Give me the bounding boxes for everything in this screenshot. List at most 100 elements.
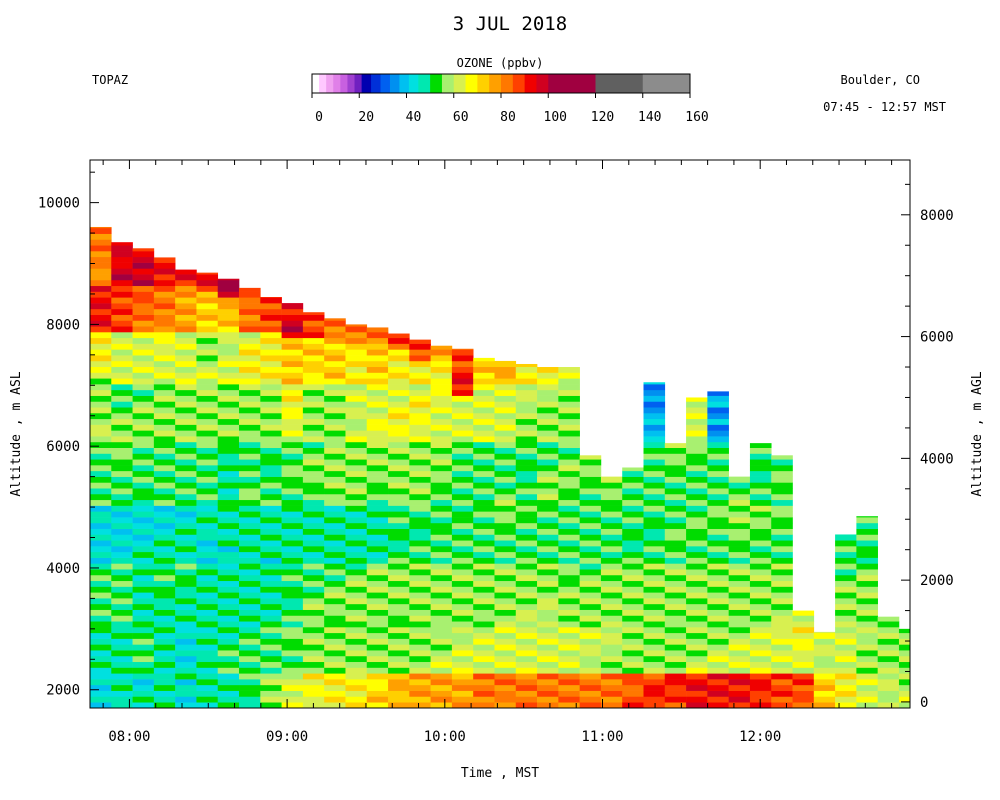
ozone-cell [153,505,176,512]
ozone-cell [302,384,325,391]
ozone-cell [388,459,410,466]
ozone-cell [153,279,176,287]
y-tick-label-right: 8000 [920,208,954,224]
ozone-cell [196,441,219,448]
ozone-cell [494,615,517,622]
ozone-cell [643,534,666,541]
ozone-cell [664,684,687,691]
ozone-cell [175,424,197,431]
ozone-cell [664,667,687,674]
ozone-cell [622,690,644,697]
ozone-cell [132,320,155,327]
ozone-cell [366,453,389,460]
ozone-cell [728,673,751,680]
ozone-cell [281,603,304,610]
ozone-cell [600,569,623,576]
ozone-cell [835,551,857,558]
ozone-cell [728,551,751,558]
ozone-cell [643,401,666,408]
ozone-cell [388,603,410,610]
ozone-cell [430,557,453,564]
ozone-cell [90,436,112,443]
ozone-cell [579,673,602,680]
ozone-cell [771,638,793,645]
ozone-cell [281,465,304,472]
ozone-cell [239,355,261,362]
ozone-cell [281,459,304,466]
ozone-cell [686,690,708,697]
ozone-cell [90,488,112,495]
ozone-cell [451,551,474,558]
ozone-cell [579,557,602,564]
ozone-cell [111,540,133,547]
ozone-cell [132,378,155,385]
ozone-cell [537,395,559,402]
ozone-cell [771,528,793,535]
ozone-cell [473,534,495,541]
ozone-cell [132,517,155,524]
ozone-cell [111,574,133,582]
ozone-cell [388,389,410,396]
ozone-cell [686,673,708,680]
ozone-cell [707,621,729,628]
ozone-cell [451,522,474,529]
ozone-cell [366,482,389,489]
ozone-cell [132,673,155,680]
ozone-cell [537,609,559,616]
ozone-cell [558,551,580,558]
ozone-cell [132,268,155,275]
ozone-cell [153,372,176,379]
ozone-cell [132,528,155,535]
ozone-cell [175,274,197,281]
ozone-cell [302,482,325,489]
ozone-cell [643,661,666,668]
ozone-cell [345,447,368,454]
ozone-cell [239,447,261,454]
ozone-cell [707,447,729,454]
ozone-cell [260,511,282,518]
ozone-cell [600,574,623,582]
ozone-cell [579,534,602,541]
ozone-cell [132,638,155,645]
ozone-cell [686,534,708,541]
ozone-cell [771,499,793,506]
ozone-cell [111,696,133,703]
ozone-cell [473,638,495,645]
ozone-cell [494,557,517,564]
ozone-cell [153,557,176,564]
ozone-cell [451,609,474,616]
ozone-cell [558,679,580,686]
ozone-cell [430,430,453,437]
ozone-cell [239,586,261,593]
ozone-cell [664,609,687,616]
ozone-cell [302,679,325,686]
ozone-cell [686,407,708,414]
ozone-cell [409,424,431,431]
ozone-cell [643,389,666,396]
ozone-cell [664,621,687,628]
ozone-cell [728,615,751,622]
ozone-cell [196,505,219,512]
ozone-cell [132,615,155,622]
ozone-cell [494,684,517,691]
ozone-cell [409,389,431,396]
ozone-cell [153,551,176,558]
ozone-cell [515,586,538,593]
ozone-cell [111,650,133,657]
ozone-cell [579,638,602,645]
ozone-cell [111,430,133,437]
ozone-cell [345,332,368,339]
ozone-cell [515,534,538,541]
ozone-cell [515,493,538,501]
ozone-cell [345,418,368,425]
ozone-cell [281,407,304,414]
ozone-cell [494,522,517,529]
ozone-cell [451,598,474,605]
ozone-cell [664,603,687,610]
colorbar-swatch [333,74,341,93]
ozone-cell [345,465,368,472]
ozone-cell [643,511,666,518]
ozone-cell [515,511,538,518]
ozone-cell [430,540,453,547]
ozone-cell [686,638,708,645]
